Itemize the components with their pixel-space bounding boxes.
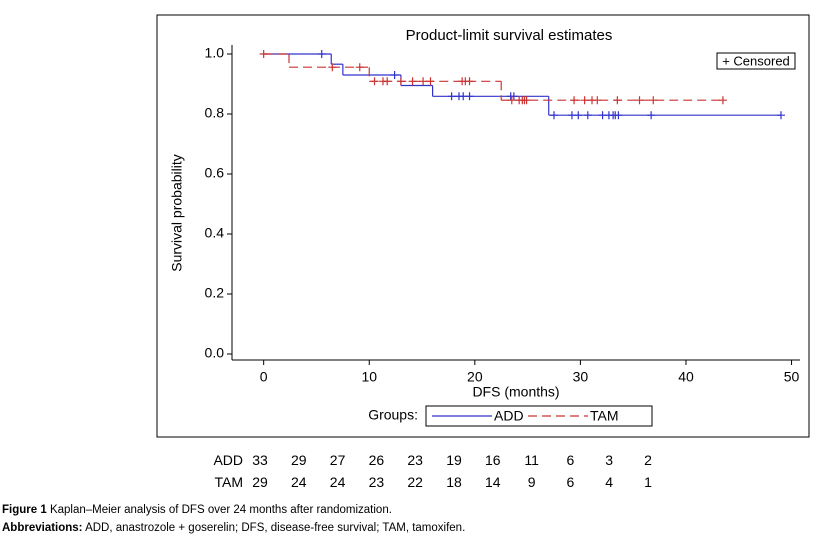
censor-mark bbox=[408, 77, 417, 86]
risk-cell: 19 bbox=[446, 452, 462, 468]
censor-mark bbox=[635, 96, 644, 105]
censored-legend-label: + Censored bbox=[722, 53, 790, 68]
figure-label: Figure 1 bbox=[2, 504, 47, 516]
risk-cell: 23 bbox=[368, 474, 385, 490]
risk-cell: 22 bbox=[407, 474, 423, 490]
risk-cell: ADD bbox=[213, 452, 243, 468]
risk-cell: 4 bbox=[605, 474, 614, 490]
censor-mark bbox=[328, 63, 337, 72]
legend-label: ADD bbox=[494, 408, 524, 424]
censor-mark bbox=[593, 96, 602, 105]
censor-mark bbox=[390, 71, 399, 79]
censor-mark bbox=[649, 96, 658, 105]
risk-cell: 24 bbox=[291, 474, 307, 490]
y-tick-label: 0.2 bbox=[205, 285, 225, 301]
y-tick-label: 0.0 bbox=[205, 345, 225, 361]
censored-legend bbox=[716, 52, 796, 70]
caption-figure: Figure 1 Kaplan–Meier analysis of DFS ov… bbox=[2, 504, 392, 516]
legend-label: TAM bbox=[590, 408, 619, 424]
censor-mark bbox=[574, 111, 583, 120]
censor-mark bbox=[419, 77, 428, 86]
censor-mark bbox=[570, 96, 579, 105]
censor-mark bbox=[447, 92, 456, 101]
risk-cell: 3 bbox=[605, 452, 614, 468]
risk-cell: 26 bbox=[368, 452, 385, 468]
risk-cell: 6 bbox=[566, 452, 575, 468]
x-tick-label: 10 bbox=[361, 369, 377, 385]
abbrev-label: Abbreviations: bbox=[2, 522, 83, 534]
y-tick-label: 0.6 bbox=[205, 165, 225, 181]
risk-cell: 9 bbox=[527, 474, 536, 490]
censor-mark bbox=[647, 111, 656, 120]
risk-cell: 18 bbox=[446, 474, 462, 490]
figure-text: Kaplan–Meier analysis of DFS over 24 mon… bbox=[49, 504, 392, 516]
censor-mark bbox=[426, 77, 435, 86]
y-tick-label: 0.8 bbox=[205, 105, 225, 121]
censor-mark bbox=[396, 77, 405, 86]
x-tick-label: 20 bbox=[467, 369, 483, 385]
risk-cell: 24 bbox=[329, 474, 346, 490]
legend-box bbox=[425, 405, 653, 427]
censor-mark bbox=[465, 92, 474, 101]
legend-title: Groups: bbox=[368, 407, 418, 423]
censor-mark bbox=[718, 96, 727, 105]
censor-mark bbox=[465, 77, 474, 86]
chart: Product-limit survival estimates Surviva… bbox=[156, 14, 810, 438]
risk-cell: 1 bbox=[644, 474, 652, 490]
x-tick-label: 0 bbox=[260, 369, 268, 385]
censor-mark bbox=[370, 77, 379, 86]
risk-cell: 16 bbox=[485, 452, 501, 468]
frame bbox=[156, 14, 810, 438]
risk-cell: 2 bbox=[644, 452, 652, 468]
risk-cell: TAM bbox=[214, 474, 243, 490]
censor-mark bbox=[613, 96, 622, 105]
x-tick-label: 40 bbox=[678, 369, 694, 385]
censor-mark bbox=[383, 77, 392, 86]
risk-cell: 14 bbox=[485, 474, 501, 490]
y-tick-label: 0.4 bbox=[205, 225, 225, 241]
risk-cell: 33 bbox=[252, 452, 268, 468]
x-tick-label: 50 bbox=[784, 369, 800, 385]
risk-cell: 23 bbox=[407, 452, 423, 468]
censor-mark bbox=[550, 111, 559, 120]
abbrev-text: ADD, anastrozole + goserelin; DFS, disea… bbox=[85, 522, 466, 534]
caption-abbrev: Abbreviations: ADD, anastrozole + gosere… bbox=[2, 522, 465, 534]
censor-mark bbox=[507, 96, 516, 105]
risk-cell: 29 bbox=[291, 452, 307, 468]
censor-mark bbox=[522, 96, 531, 105]
x-tick-label: 30 bbox=[573, 369, 589, 385]
censor-mark bbox=[580, 96, 589, 105]
risk-cell: 27 bbox=[329, 452, 346, 468]
y-axis-label: Survival probability bbox=[169, 154, 185, 272]
censor-mark bbox=[776, 111, 785, 120]
censor-mark bbox=[355, 63, 364, 72]
censor-mark bbox=[583, 111, 592, 120]
x-axis-label: DFS (months) bbox=[472, 384, 559, 400]
y-tick-label: 1.0 bbox=[205, 45, 225, 61]
censor-mark bbox=[317, 50, 326, 58]
censor-mark bbox=[614, 111, 623, 120]
chart-title: Product-limit survival estimates bbox=[406, 27, 613, 44]
risk-cell: 29 bbox=[252, 474, 268, 490]
risk-cell: 11 bbox=[524, 452, 539, 468]
risk-cell: 6 bbox=[566, 474, 575, 490]
censor-mark bbox=[259, 50, 268, 58]
